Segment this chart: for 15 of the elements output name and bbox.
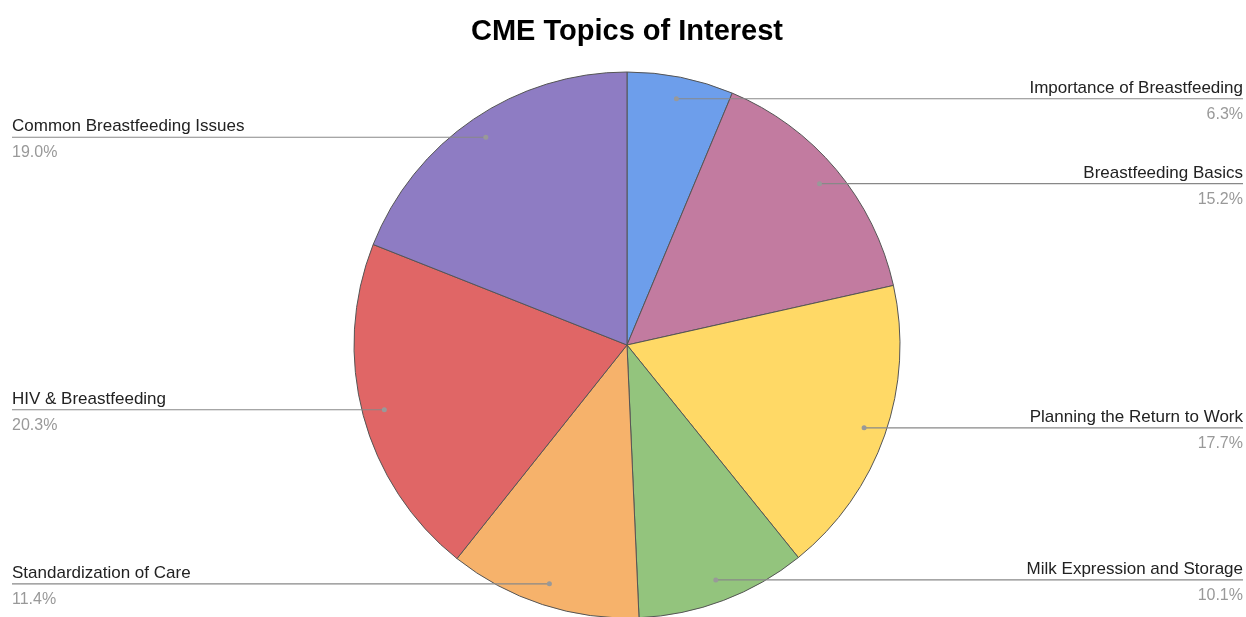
slice-label: Planning the Return to Work [1029, 406, 1244, 426]
slice-label: Common Breastfeeding Issues [12, 116, 245, 136]
data-label: 11.4% [12, 589, 57, 607]
slice-label: HIV & Breastfeeding [12, 388, 167, 408]
data-label: 6.3% [1206, 104, 1243, 122]
data-label: 10.1% [1197, 585, 1243, 603]
slice-label: Milk Expression and Storage [1026, 558, 1243, 578]
data-label: 19.0% [12, 143, 58, 161]
chart-title: CME Topics of Interest [470, 14, 784, 46]
slice-label: Breastfeeding Basics [1083, 162, 1243, 182]
data-label: 15.2% [1197, 189, 1243, 207]
data-label: 17.7% [1197, 433, 1243, 451]
slice-label: Standardization of Care [12, 562, 191, 582]
data-label: 20.3% [12, 415, 58, 433]
slice-label: Importance of Breastfeeding [1029, 77, 1243, 97]
